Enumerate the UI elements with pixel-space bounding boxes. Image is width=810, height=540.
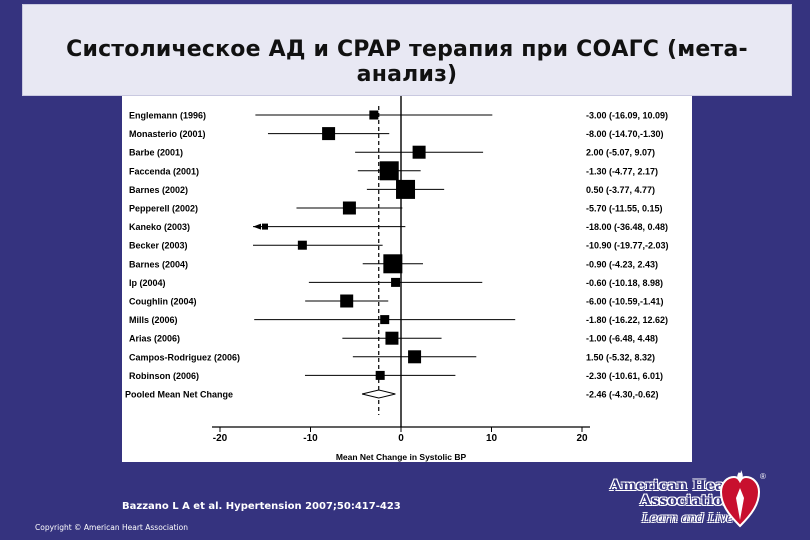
study-ci-text: -6.00 (-10.59,-1.41) [586,297,664,307]
study-label: Barnes (2004) [129,259,188,269]
pooled-diamond [361,389,396,399]
study-ci-text: 1.50 (-5.32, 8.32) [586,352,655,362]
study-label: Faccenda (2001) [129,166,199,176]
study-point [297,240,307,250]
study-ci-text: -0.60 (-10.18, 8.98) [586,278,663,288]
study-label: Coughlin (2004) [129,297,197,307]
study-label: Kaneko (2003) [129,222,190,232]
study-point [396,179,416,199]
pooled-ci-text: -2.46 (-4.30,-0.62) [586,390,659,400]
study-ci-text: -1.30 (-4.77, 2.17) [586,166,658,176]
study-ci-text: -1.00 (-6.48, 4.48) [586,334,658,344]
slide-title: Систолическое АД и CPAP терапия при СОАГ… [66,37,748,87]
study-label: Barnes (2002) [129,185,188,195]
pooled-label: Pooled Mean Net Change [125,390,233,400]
study-label: Ip (2004) [129,278,166,288]
study-label: Barbe (2001) [129,148,183,158]
study-ci-text: -1.80 (-16.22, 12.62) [586,315,668,325]
study-label: Monasterio (2001) [129,129,206,139]
study-point [322,127,336,141]
aha-name-line2: Association [640,493,734,509]
study-point [408,350,422,364]
study-label: Englemann (1996) [129,111,206,121]
study-label: Becker (2003) [129,241,188,251]
aha-logo: American Heart Association Learn and Liv… [600,468,800,532]
study-ci-text: -0.90 (-4.23, 2.43) [586,259,658,269]
x-tick-label: -10 [303,433,318,444]
x-tick-label: 20 [576,433,588,444]
x-tick-label: 0 [398,433,404,444]
registered-mark: ® [760,472,766,481]
study-point [375,370,385,380]
study-label: Pepperell (2002) [129,204,198,214]
study-ci-text: 2.00 (-5.07, 9.07) [586,148,655,158]
heart-torch-icon [719,470,761,528]
study-point [369,110,379,120]
study-point [385,331,399,345]
study-point [262,223,268,230]
ci-arrow [253,223,261,230]
study-label: Arias (2006) [129,334,180,344]
study-point [342,201,356,215]
forest-plot: -20 -10 0 10 20 Mean Net Change in Systolic B… [122,96,692,462]
forest-plot-svg: -20 -10 0 10 20 Mean Net Change in Systolic B… [125,96,669,462]
study-label: Robinson (2006) [129,371,199,381]
study-ci-text: -8.00 (-14.70,-1.30) [586,129,664,139]
study-ci-text: -10.90 (-19.77,-2.03) [586,241,669,251]
citation: Bazzano L A et al. Hypertension 2007;50:… [122,501,401,512]
study-label: Campos-Rodriguez (2006) [129,352,240,362]
study-ci-text: 0.50 (-3.77, 4.77) [586,185,655,195]
study-ci-text: -2.30 (-10.61, 6.01) [586,371,663,381]
study-point [412,145,426,159]
study-point [391,277,401,287]
study-point [340,294,354,308]
study-ci-text: -3.00 (-16.09, 10.09) [586,111,668,121]
study-point [380,315,390,325]
aha-tagline: Learn and Live [642,511,734,525]
title-banner: Систолическое АД и CPAP терапия при СОАГ… [22,4,792,96]
copyright-notice: Copyright © American Heart Association [35,523,188,532]
x-tick-label: -20 [213,433,228,444]
x-axis-label: Mean Net Change in Systolic BP [336,452,467,462]
study-ci-text: -18.00 (-36.48, 0.48) [586,222,668,232]
study-point [383,254,403,274]
study-label: Mills (2006) [129,315,178,325]
study-ci-text: -5.70 (-11.55, 0.15) [586,204,663,214]
aha-name-line1: American Heart [610,478,740,494]
x-tick-label: 10 [486,433,498,444]
study-point [379,161,399,181]
